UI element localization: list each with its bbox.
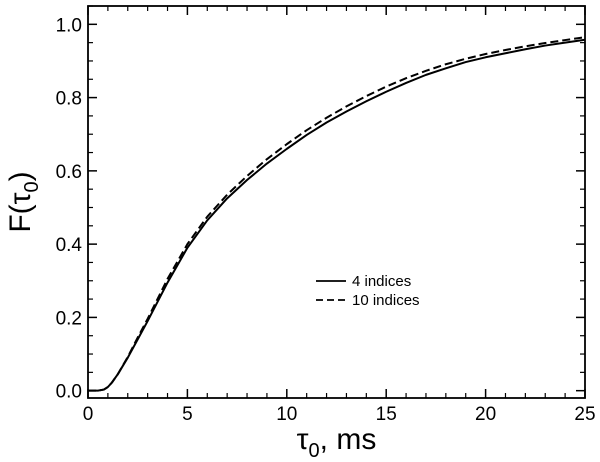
- x-axis-label-main: τ: [297, 423, 309, 456]
- y-axis-label-prefix: F(τ: [4, 192, 37, 232]
- tick-labels: 0 5 10 15 20 25 0.0 0.2 0.4 0.6 0.8 1.0: [56, 15, 596, 425]
- x-tick-label: 15: [376, 404, 397, 425]
- y-axis-label-sub: 0: [21, 181, 43, 192]
- y-tick-label: 0.6: [56, 162, 82, 183]
- legend-label-10-indices: 10 indices: [352, 292, 420, 309]
- series-line-4-indices: [88, 38, 586, 392]
- legend-label-4-indices: 4 indices: [352, 273, 411, 290]
- y-tick-label: 1.0: [56, 15, 82, 36]
- x-tick-label: 0: [83, 404, 94, 425]
- y-tick-label: 0.4: [56, 235, 83, 256]
- y-axis-label-suffix: ): [4, 171, 37, 181]
- legend: 4 indices 10 indices: [316, 273, 420, 309]
- x-axis-label-rest: , ms: [320, 423, 377, 456]
- x-tick-label: 25: [574, 404, 595, 425]
- y-tick-label: 0.0: [56, 382, 82, 403]
- x-tick-label: 20: [475, 404, 496, 425]
- x-tick-label: 10: [276, 404, 297, 425]
- x-tick-label: 5: [182, 404, 193, 425]
- y-tick-label: 0.8: [56, 89, 82, 110]
- series-group: [88, 36, 586, 392]
- x-axis-label-sub: 0: [309, 440, 320, 462]
- y-axis-label: F(τ0): [4, 171, 43, 232]
- plot-frame: [87, 5, 586, 399]
- x-axis-label: τ0, ms: [297, 423, 377, 462]
- series-line-10-indices: [88, 36, 586, 392]
- minor-ticks: [88, 5, 585, 398]
- major-ticks: [87, 6, 586, 398]
- y-tick-label: 0.2: [56, 308, 82, 329]
